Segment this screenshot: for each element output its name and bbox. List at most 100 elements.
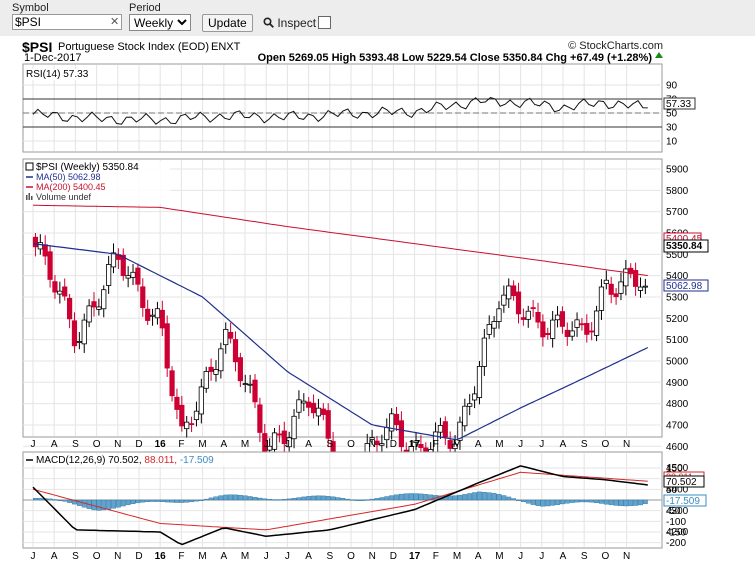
histogram-bar xyxy=(350,499,355,501)
histogram-bar xyxy=(325,496,331,501)
symbol-label: Symbol xyxy=(12,2,49,14)
histogram-bar xyxy=(306,496,312,501)
candle xyxy=(76,341,82,343)
ma50-tag-value: 5062.98 xyxy=(666,281,703,292)
candle xyxy=(481,337,487,367)
rsi-current-value: 57.33 xyxy=(666,99,691,110)
histogram-bar xyxy=(642,499,648,504)
histogram-bar xyxy=(194,499,199,502)
candle xyxy=(637,286,644,291)
histogram-bar xyxy=(96,499,102,511)
histogram-bar xyxy=(247,496,253,501)
clear-icon[interactable]: ✕ xyxy=(110,16,120,28)
histogram-bar xyxy=(618,499,624,507)
candle xyxy=(242,383,248,385)
histogram-bar xyxy=(516,499,521,502)
histogram-bar xyxy=(584,499,590,503)
inspect-checkbox[interactable] xyxy=(318,16,332,29)
histogram-bar xyxy=(345,498,351,501)
histogram-bar xyxy=(579,499,585,503)
candle xyxy=(389,413,395,432)
candle xyxy=(47,251,53,280)
candle xyxy=(130,271,136,278)
candle xyxy=(540,321,546,338)
histogram-bar xyxy=(155,499,160,502)
rsi-tick-label: 50 xyxy=(666,109,678,120)
month-label: F xyxy=(433,439,439,450)
price-tick-label: 4900 xyxy=(666,378,689,389)
histogram-bar xyxy=(120,499,126,507)
macd-panel: 150100500-50-100-150-200 MACD(12,26,9) 7… xyxy=(22,451,707,549)
month-label: O xyxy=(602,551,610,562)
month-label: D xyxy=(135,551,142,562)
chart-symbol: $PSI xyxy=(22,39,52,55)
histogram-bar xyxy=(101,499,107,511)
candle xyxy=(267,445,273,451)
macd-label-value: 70.502, xyxy=(108,455,141,466)
inspect-toggle[interactable]: Inspect xyxy=(263,16,332,30)
histogram-bar xyxy=(262,498,268,501)
histogram-bar xyxy=(272,499,277,501)
month-label: D xyxy=(390,439,397,450)
month-label: F xyxy=(433,551,439,562)
candle xyxy=(198,386,204,415)
candle xyxy=(564,329,570,337)
macd-tag xyxy=(663,475,705,488)
candle xyxy=(203,371,209,389)
candle xyxy=(315,407,322,417)
histogram-bar xyxy=(496,494,502,501)
candle xyxy=(613,293,619,298)
histogram-bar xyxy=(452,495,458,501)
histogram-bar xyxy=(252,497,258,501)
histogram-bar xyxy=(462,494,468,501)
histogram-bar xyxy=(472,492,477,501)
histogram-bar xyxy=(218,495,224,501)
histogram-bar xyxy=(106,499,112,510)
candle xyxy=(598,286,605,311)
symbol-input[interactable] xyxy=(12,14,122,30)
signal-line xyxy=(32,471,648,531)
month-label: S xyxy=(72,551,79,562)
histogram-bar xyxy=(335,497,341,501)
month-label: O xyxy=(347,439,355,450)
month-label: M xyxy=(495,439,503,450)
candle xyxy=(164,323,170,369)
candle xyxy=(486,324,492,335)
month-label: 17 xyxy=(409,439,421,450)
histogram-bar xyxy=(233,494,238,501)
candle xyxy=(154,308,161,319)
month-label: M xyxy=(241,439,249,450)
volume-legend-icon xyxy=(26,193,33,200)
histogram-bar xyxy=(140,499,146,503)
histogram-bar xyxy=(530,499,536,505)
candle xyxy=(569,330,575,337)
month-label: N xyxy=(114,439,121,450)
candle xyxy=(471,393,478,401)
histogram-bar xyxy=(52,499,58,501)
update-button[interactable]: Update xyxy=(202,14,253,32)
candle xyxy=(506,285,512,300)
search-icon xyxy=(263,17,274,28)
histogram-bar xyxy=(418,493,424,501)
legend-ma50: MA(50) 5062.98 xyxy=(36,172,101,182)
candle xyxy=(550,319,556,339)
histogram-bar xyxy=(286,498,292,501)
candle xyxy=(281,430,287,445)
histogram-bar xyxy=(242,495,248,501)
candle xyxy=(247,383,253,386)
candle xyxy=(559,311,566,327)
period-select[interactable]: Weekly xyxy=(129,14,191,31)
month-label: M xyxy=(453,439,461,450)
candle xyxy=(496,308,502,322)
histogram-bar xyxy=(413,493,419,501)
candle xyxy=(623,268,629,287)
month-label: F xyxy=(178,439,184,450)
candle xyxy=(232,339,239,363)
month-label: N xyxy=(369,551,376,562)
candle xyxy=(418,443,424,448)
chart-exchange: ENXT xyxy=(211,41,241,53)
candle xyxy=(184,421,190,430)
up-arrow-icon xyxy=(655,52,663,58)
candle xyxy=(301,400,307,404)
month-label: S xyxy=(581,551,588,562)
